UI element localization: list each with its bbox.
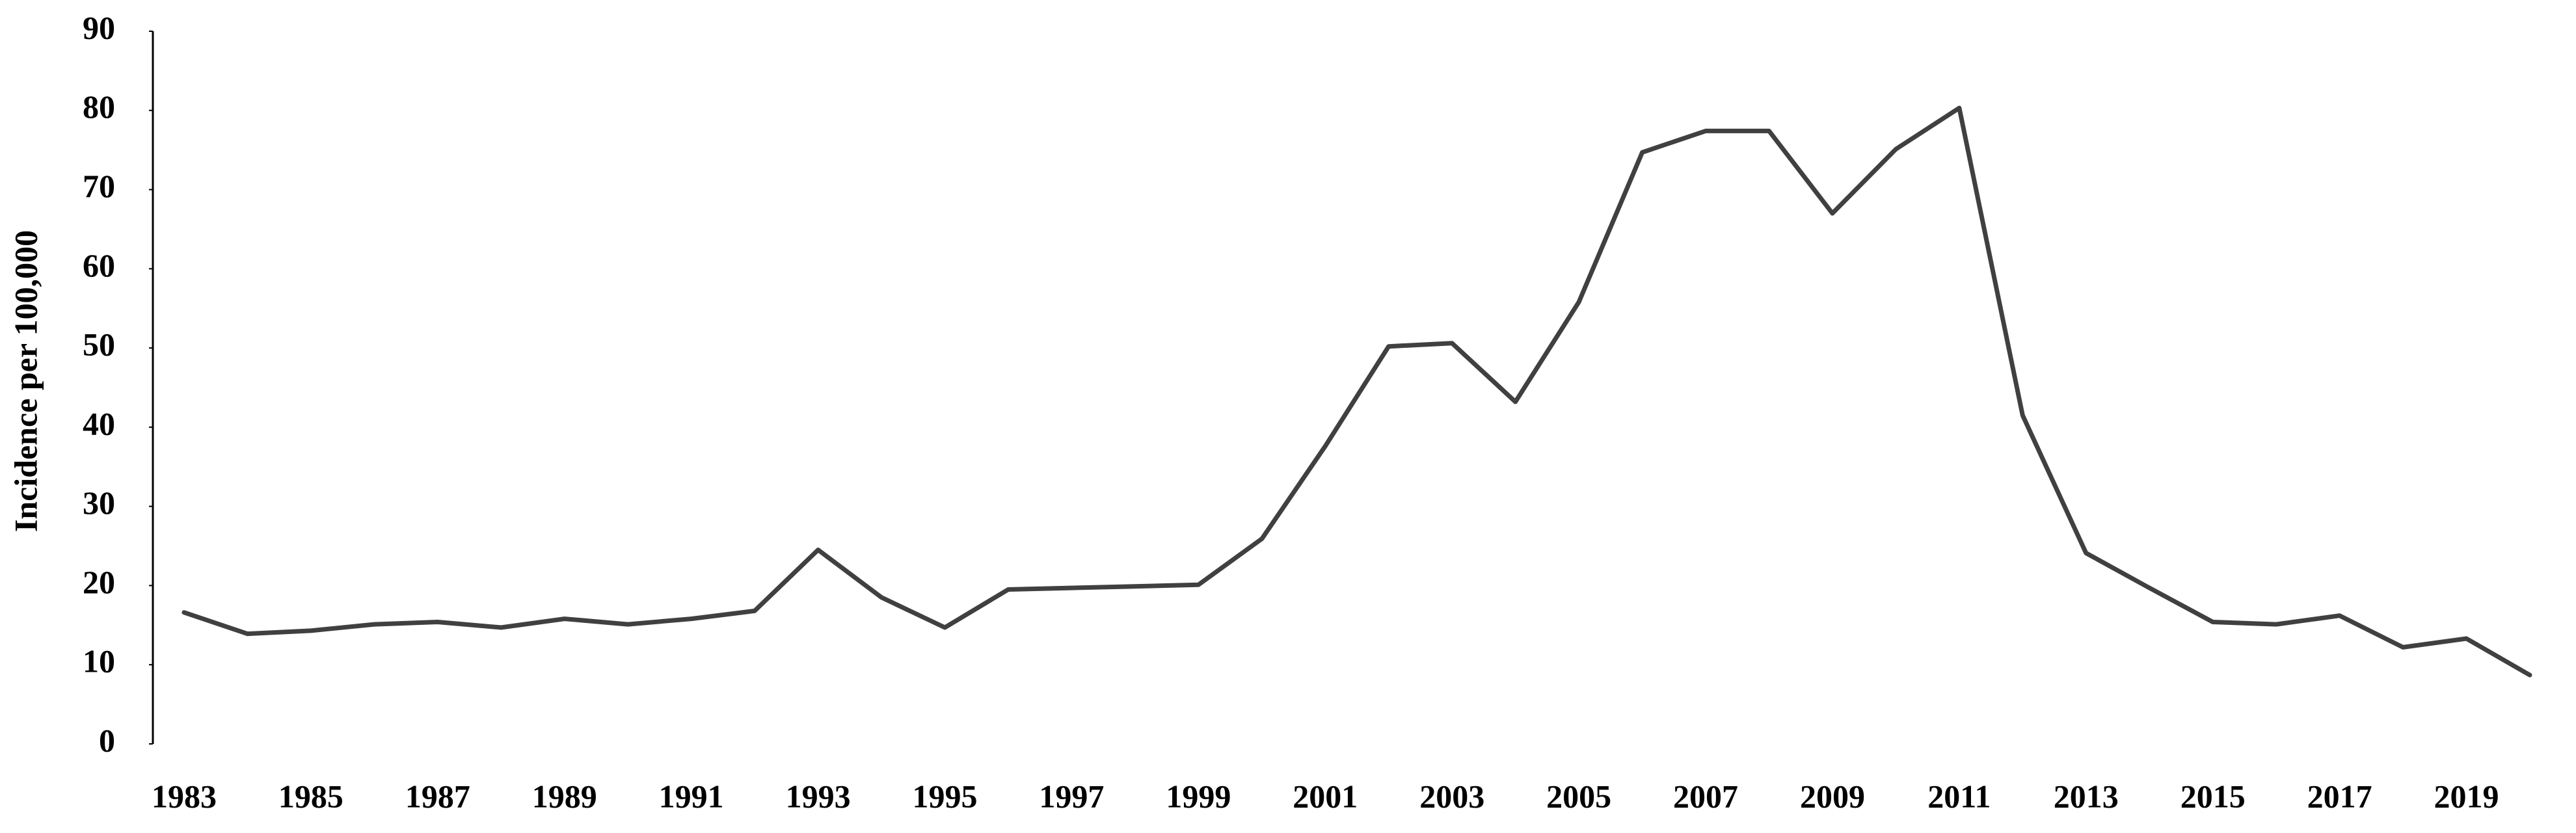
x-tick-label: 2007 [1673, 778, 1738, 814]
y-tick-label: 0 [99, 722, 115, 758]
x-tick-label: 1987 [405, 778, 470, 814]
x-tick-label: 1989 [532, 778, 597, 814]
x-tick-label: 2019 [2434, 778, 2499, 814]
x-tick-label: 2003 [1419, 778, 1484, 814]
x-tick-label: 2013 [2054, 778, 2119, 814]
y-tick-label: 10 [83, 643, 115, 680]
data-line [181, 105, 2532, 678]
x-tick-label: 2009 [1800, 778, 1865, 814]
x-tick-label: 1993 [786, 778, 851, 814]
y-axis-title: Incidence per 100,000 [7, 230, 44, 532]
y-tick-label: 40 [83, 405, 115, 442]
x-tick-label: 1995 [913, 778, 978, 814]
x-tick-label: 1983 [152, 778, 217, 814]
x-tick-label: 1985 [278, 778, 343, 814]
y-tick-label: 20 [83, 564, 115, 600]
x-tick-label: 1997 [1039, 778, 1104, 814]
y-tick-label: 50 [83, 326, 115, 363]
y-tick-label: 70 [83, 168, 115, 204]
x-tick-label: 1999 [1166, 778, 1231, 814]
x-tick-label: 1991 [659, 778, 724, 814]
y-tick-label: 80 [83, 88, 115, 125]
y-tick-label: 60 [83, 247, 115, 284]
x-tick-label: 2015 [2180, 778, 2246, 814]
y-tick-label: 30 [83, 484, 115, 521]
x-tick-label: 2011 [1927, 778, 1991, 814]
y-tick-label: 90 [83, 9, 115, 46]
x-tick-label: 2017 [2307, 778, 2372, 814]
x-tick-label: 2001 [1293, 778, 1358, 814]
x-tick-label: 2005 [1546, 778, 1611, 814]
